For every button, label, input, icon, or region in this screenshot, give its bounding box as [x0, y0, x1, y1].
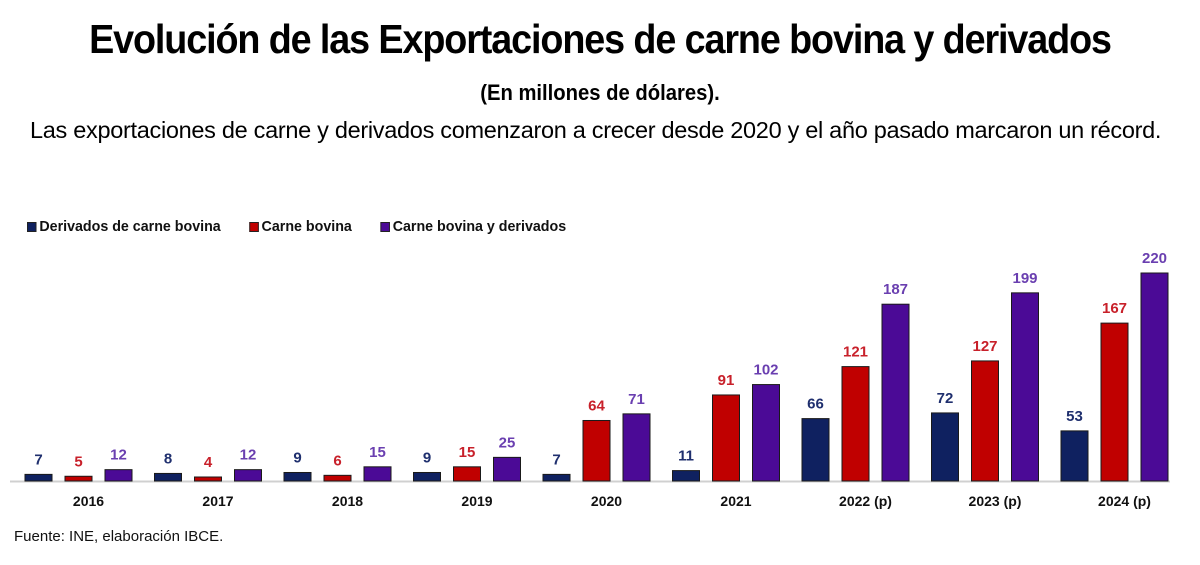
data-label: 12 [110, 447, 127, 464]
legend-swatch-carne [249, 221, 259, 232]
bar [712, 394, 740, 482]
bar [1011, 292, 1039, 482]
bar [542, 473, 571, 482]
x-tick-label: 2023 (p) [969, 493, 1022, 509]
data-label: 6 [333, 452, 341, 469]
bar [323, 474, 352, 482]
source-note: Fuente: INE, elaboración IBCE. [14, 528, 224, 545]
bar [493, 456, 521, 482]
legend-label-total: Carne bovina y derivados [392, 218, 567, 235]
data-label: 4 [204, 454, 213, 471]
bar [881, 303, 910, 482]
legend-item-total: Carne bovina y derivados [380, 218, 566, 235]
bar-chart: 7 5 12 2016 8 4 12 2017 9 6 15 2018 9 15 25 2019 7 64 71 20… [10, 250, 1170, 509]
bar [104, 469, 133, 482]
chart-subtitle: (En millones de dólares). [480, 80, 720, 105]
chart-title: Evolución de las Exportaciones de carne … [89, 16, 1112, 62]
data-label: 64 [588, 397, 605, 414]
data-label: 7 [552, 451, 560, 468]
x-tick-label: 2018 [332, 493, 363, 509]
bar [283, 471, 312, 482]
bar [752, 384, 780, 482]
data-label: 9 [293, 449, 301, 466]
data-label: 8 [164, 450, 172, 467]
bar [672, 470, 700, 482]
bar [234, 469, 262, 482]
bar [622, 413, 651, 482]
data-label: 102 [753, 362, 778, 379]
x-tick-label: 2016 [73, 493, 104, 509]
x-tick-label: 2024 (p) [1098, 493, 1151, 509]
bar [582, 419, 611, 482]
bar [363, 466, 392, 482]
legend-label-derivados: Derivados de carne bovina [39, 218, 221, 235]
bar [64, 475, 93, 482]
data-label: 220 [1142, 250, 1167, 267]
data-label: 7 [34, 451, 42, 468]
legend-item-derivados: Derivados de carne bovina [27, 218, 221, 235]
x-tick-label: 2021 [720, 493, 751, 509]
x-tick-label: 2017 [202, 493, 233, 509]
legend-item-carne: Carne bovina [249, 218, 352, 235]
data-label: 199 [1012, 270, 1037, 287]
x-tick-label: 2020 [591, 493, 622, 509]
legend-swatch-total [380, 221, 390, 232]
chart-description: Las exportaciones de carne y derivados c… [30, 117, 1162, 143]
bar [1100, 322, 1129, 482]
data-label: 121 [843, 344, 868, 361]
bar [971, 360, 999, 482]
data-label: 127 [972, 338, 997, 355]
x-tick-label: 2019 [461, 493, 492, 509]
x-tick-label: 2022 (p) [839, 493, 892, 509]
bar [1060, 430, 1089, 482]
legend-swatch-derivados [27, 221, 37, 232]
data-label: 53 [1066, 408, 1083, 425]
bar [154, 472, 182, 482]
bar [24, 473, 53, 482]
bar [194, 476, 222, 482]
bar [1140, 272, 1169, 482]
data-label: 66 [807, 396, 824, 413]
legend-label-carne: Carne bovina [261, 218, 352, 235]
bar [453, 466, 481, 482]
data-label: 15 [459, 444, 476, 461]
bar [413, 471, 441, 482]
data-label: 25 [499, 434, 516, 451]
bar [931, 412, 959, 482]
data-label: 15 [369, 444, 386, 461]
data-label: 11 [678, 448, 694, 465]
data-label: 72 [937, 390, 954, 407]
data-label: 5 [74, 453, 82, 470]
data-label: 9 [423, 449, 431, 466]
bar [841, 366, 870, 482]
data-label: 91 [718, 372, 735, 389]
data-label: 71 [628, 391, 645, 408]
bar [801, 418, 830, 482]
data-label: 187 [883, 281, 908, 298]
data-label: 12 [240, 447, 257, 464]
legend: Derivados de carne bovina Carne bovina C… [27, 218, 566, 235]
data-label: 167 [1102, 300, 1127, 317]
